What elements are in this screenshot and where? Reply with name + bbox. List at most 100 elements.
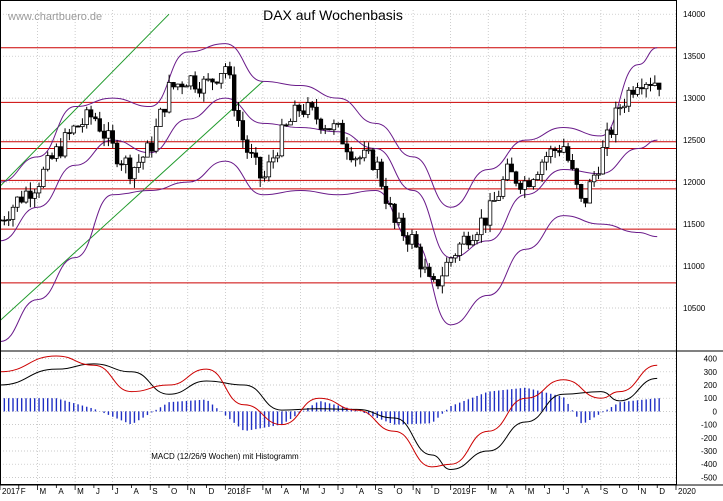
candle-body (630, 89, 636, 95)
candle-body (383, 185, 389, 204)
candle-body (197, 88, 202, 94)
x-tick-label: D (659, 487, 665, 496)
candle-body (54, 146, 59, 159)
candle-body (305, 102, 311, 115)
candle-body (175, 83, 181, 88)
macd-tick-label: 0 (713, 407, 718, 416)
x-tick-label: N (190, 487, 196, 496)
candle-body (62, 132, 68, 157)
y-tick-label: 13500 (683, 52, 706, 61)
macd-tick-label: -400 (701, 460, 718, 469)
x-tick-label: D (209, 487, 215, 496)
candle-body (366, 149, 371, 152)
candle-body (496, 195, 501, 201)
candle-body (45, 155, 50, 170)
candle-body (110, 130, 115, 144)
y-tick-label: 11500 (683, 220, 705, 229)
y-tick-label: 11000 (683, 262, 705, 271)
candle-body (188, 75, 194, 87)
x-tick-label: A (58, 487, 64, 496)
candle-body (184, 85, 189, 88)
candle-body (505, 163, 510, 181)
x-tick-label: A (584, 487, 590, 496)
candle-body (526, 180, 532, 188)
candle-body (596, 173, 601, 176)
candle-body (444, 261, 449, 277)
candle-body (479, 217, 484, 236)
candle-body (32, 192, 37, 199)
candle-body (258, 156, 263, 179)
candle-body (418, 246, 423, 270)
candle-body (149, 142, 154, 152)
bollinger-lower (0, 160, 658, 343)
candle-body (314, 106, 319, 120)
x-tick-label: A (359, 487, 365, 496)
candle-body (349, 151, 354, 161)
candle-body (162, 108, 167, 113)
candle-body (123, 157, 128, 165)
candle-body (114, 142, 120, 165)
candle-body (218, 73, 224, 84)
candle-body (622, 105, 627, 109)
candle-body (635, 87, 640, 95)
macd-tick-label: -500 (701, 473, 718, 482)
candle-body (574, 168, 579, 185)
candle-body (570, 159, 575, 170)
candle-body (318, 118, 324, 130)
candle-body (544, 156, 549, 163)
candle-body (639, 87, 645, 90)
x-tick-label: 2017 (2, 487, 20, 496)
candle-body (106, 130, 111, 139)
trend-line (0, 80, 264, 321)
macd-tick-label: -300 (701, 447, 718, 456)
macd-panel (0, 355, 660, 470)
candle-body (327, 128, 332, 131)
candle-body (500, 179, 506, 197)
candle-body (119, 163, 124, 166)
candle-body (19, 196, 24, 203)
candle-body (565, 146, 571, 161)
candle-body (457, 243, 462, 256)
candle-body (244, 139, 250, 153)
candle-body (136, 161, 141, 168)
candle-body (531, 179, 536, 188)
candle-body (626, 89, 632, 107)
chart-frame (0, 0, 677, 485)
candle-body (552, 148, 558, 152)
x-tick-label: M (265, 487, 272, 496)
macd-tick-label: 400 (704, 355, 718, 364)
x-tick-label: M (40, 487, 47, 496)
candle-body (409, 234, 415, 245)
candle-body (392, 203, 397, 223)
grid (0, 10, 677, 484)
x-tick-label: S (152, 487, 157, 496)
candle-body (405, 235, 410, 245)
bollinger-upper (0, 43, 658, 208)
x-tick-label: N (415, 487, 421, 496)
candle-body (231, 74, 237, 111)
candle-body (140, 156, 146, 163)
x-tick-label: A (284, 487, 290, 496)
candle-body (522, 180, 527, 190)
x-tick-label: D (434, 487, 440, 496)
x-tick-label: F (471, 487, 476, 496)
candle-body (431, 276, 436, 280)
candle-body (158, 108, 163, 127)
candle-body (15, 196, 20, 208)
candle-body (80, 124, 85, 128)
x-tick-label: A (509, 487, 515, 496)
candle-body (2, 219, 7, 222)
x-tick-label: O (622, 487, 628, 496)
x-tick-label: 2018 (227, 487, 245, 496)
x-tick-label: 2019 (453, 487, 471, 496)
candle-body (591, 174, 597, 183)
y-tick-label: 10500 (683, 304, 706, 313)
candle-body (483, 217, 488, 226)
candle-body (236, 110, 241, 121)
x-tick-label: J (115, 487, 119, 496)
candle-body (201, 78, 207, 94)
candle-body (171, 82, 176, 88)
candle-body (340, 122, 345, 145)
